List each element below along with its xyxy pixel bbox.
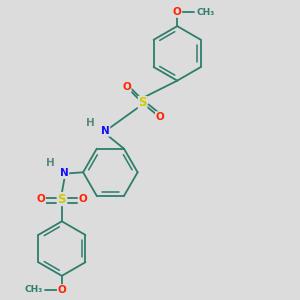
Text: O: O <box>155 112 164 122</box>
Text: O: O <box>122 82 131 92</box>
Text: S: S <box>138 96 147 110</box>
Text: CH₃: CH₃ <box>196 8 214 17</box>
Text: O: O <box>37 194 45 204</box>
Text: O: O <box>78 194 87 204</box>
Text: N: N <box>60 168 69 178</box>
Text: H: H <box>86 118 95 128</box>
Text: N: N <box>101 126 110 136</box>
Text: H: H <box>46 158 55 168</box>
Text: CH₃: CH₃ <box>25 285 43 294</box>
Text: S: S <box>58 193 66 206</box>
Text: O: O <box>173 7 182 17</box>
Text: O: O <box>57 285 66 295</box>
